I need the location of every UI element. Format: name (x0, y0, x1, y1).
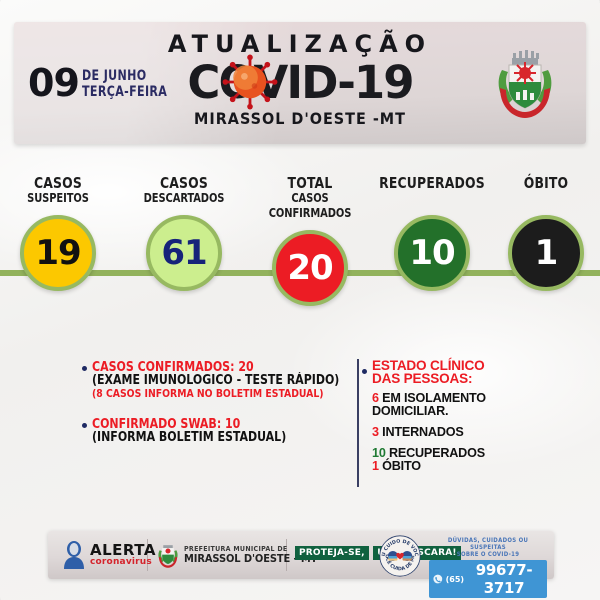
page-title: ATUALIZAÇÃO (167, 30, 433, 58)
municipal-crest-icon (158, 545, 178, 568)
detail-line: (INFORMA BOLETIM ESTADUAL) (92, 430, 287, 445)
municipal-crest-icon (498, 50, 552, 118)
phone-number: 99677-3717 (475, 561, 533, 597)
clinical-isolation: 6 EM ISOLAMENTO DOMICILIAR. (372, 391, 562, 417)
stat-value: 20 (287, 248, 333, 288)
stat-caption: CASOS DESCARTADOS (129, 176, 239, 206)
stat-recuperados: RECUPERADOS 10 (372, 176, 492, 291)
stat-casos-suspeitos: CASOS SUSPEITOS 19 (0, 176, 118, 291)
prefeitura-logo: PREFEITURA MUNICIPAL DE MIRASSOL D'OESTE… (156, 542, 317, 568)
recovered-label: RECUPERADOS (388, 445, 485, 460)
covid-logo: COVID-19 (14, 54, 586, 110)
isolation-label: EM ISOLAMENTO (382, 390, 486, 405)
bullet-icon (82, 423, 87, 428)
column-divider (357, 359, 359, 487)
stat-value: 19 (35, 233, 81, 273)
contact-block: DÚVIDAS, CUIDADOS OU SUSPEITAS SOBRE O C… (429, 537, 547, 598)
stat-caption-sub: DESCARTADOS (143, 191, 225, 205)
stat-caption-sub: CASOS CONFIRMADOS (268, 191, 352, 220)
prefeitura-line1: PREFEITURA MUNICIPAL DE (184, 545, 288, 553)
stat-caption: RECUPERADOS (377, 176, 487, 191)
city-label: MIRASSOL D'OESTE -MT (194, 109, 406, 128)
stat-bubble: 20 (272, 230, 348, 306)
interned-count: 3 (372, 424, 379, 439)
date-block: 09 DE JUNHO TERÇA-FEIRA (28, 61, 179, 105)
date-month: DE JUNHO (81, 68, 147, 84)
death-count: 1 (372, 458, 379, 473)
stat-caption: TOTAL CASOS CONFIRMADOS (255, 176, 365, 221)
clinical-outcomes: 10 RECUPERADOS 1 ÓBITO (372, 446, 562, 472)
stat-casos-descartados: CASOS DESCARTADOS 61 (124, 176, 244, 291)
date-weekday: TERÇA-FEIRA (81, 84, 168, 100)
stat-value: 10 (409, 233, 455, 273)
interned-label: INTERNADOS (382, 424, 464, 439)
stat-value: 61 (161, 233, 207, 273)
phone-badge[interactable]: (65) 99677-3717 (429, 560, 547, 598)
clinical-interned: 3 INTERNADOS (372, 425, 562, 438)
detail-line: CONFIRMADO SWAB: 10 (92, 417, 241, 432)
stat-bubble: 19 (20, 215, 96, 291)
death-label: ÓBITO (382, 458, 421, 473)
detail-line: (EXAME IMUNOLOGICO - TESTE RÁPIDO) (92, 373, 340, 388)
detail-line: CASOS CONFIRMADOS: 20 (92, 360, 254, 375)
coronavirus-icon (222, 54, 278, 110)
stat-total-confirmados: TOTAL CASOS CONFIRMADOS 20 (250, 176, 370, 306)
detail-line: ESTADO CLÍNICO (372, 357, 485, 373)
stat-caption-sub: SUSPEITOS (27, 191, 89, 205)
detail-line: 6 EM ISOLAMENTO (372, 391, 556, 404)
header-banner: 09 DE JUNHO TERÇA-FEIRA ATUALIZAÇÃO COVI… (14, 22, 586, 144)
stat-bubble: 1 (508, 215, 584, 291)
detail-block-confirmados: CASOS CONFIRMADOS: 20 (EXAME IMUNOLOGICO… (82, 360, 354, 400)
stat-caption: CASOS SUSPEITOS (3, 176, 113, 206)
detail-line: (8 CASOS INFORMA NO BOLETIM ESTADUAL) (92, 387, 324, 400)
care-seal-icon: EU CUIDO DE VOCÊ VOCÊ CUIDA DE MIM (379, 535, 421, 577)
detail-line: 1 ÓBITO (372, 459, 556, 472)
isolation-count: 6 (372, 390, 379, 405)
stat-bubble: 61 (146, 215, 222, 291)
detail-line: DAS PESSOAS: (372, 370, 473, 386)
details-section: CASOS CONFIRMADOS: 20 (EXAME IMUNOLOGICO… (0, 355, 600, 505)
alerta-subtitle: coronavirus (90, 557, 152, 567)
details-right-column: ESTADO CLÍNICO DAS PESSOAS: 6 EM ISOLAME… (362, 357, 562, 472)
stat-caption-main: RECUPERADOS (379, 174, 485, 192)
alerta-coronavirus-logo: ALERTA coronavirus (62, 541, 156, 569)
stat-bubble: 10 (394, 215, 470, 291)
mask-line1: PROTEJA-SE, (295, 546, 369, 560)
header-title-group: ATUALIZAÇÃO COVID-19 (14, 30, 586, 128)
phone-ddd: (65) (445, 574, 465, 584)
recovered-count: 10 (372, 445, 386, 460)
stat-caption-main: CASOS (33, 174, 83, 192)
whatsapp-icon (433, 574, 443, 584)
stat-obito: ÓBITO 1 (486, 176, 600, 291)
contact-line1: DÚVIDAS, CUIDADOS OU SUSPEITAS (447, 537, 529, 551)
detail-line: DOMICILIAR. (372, 403, 449, 418)
contact-line2: SOBRE O COVID-19 (456, 551, 520, 558)
footer-divider (147, 539, 148, 571)
footer-bar: ALERTA coronavirus PREFEITURA MUNICIPAL … (48, 531, 554, 598)
alert-person-icon (64, 541, 84, 569)
footer-divider (286, 539, 287, 571)
detail-line: 3 INTERNADOS (372, 425, 556, 438)
stat-caption: ÓBITO (491, 176, 600, 191)
bullet-icon (362, 369, 367, 374)
clinical-status-title: ESTADO CLÍNICO DAS PESSOAS: (362, 357, 562, 386)
stat-caption-main: TOTAL (287, 174, 333, 192)
stat-caption-main: ÓBITO (523, 174, 569, 192)
detail-block-swab: CONFIRMADO SWAB: 10 (INFORMA BOLETIM EST… (82, 417, 354, 445)
details-left-column: CASOS CONFIRMADOS: 20 (EXAME IMUNOLOGICO… (82, 360, 354, 456)
stat-caption-main: CASOS (159, 174, 209, 192)
date-day: 09 (28, 61, 80, 105)
prefeitura-line2: MIRASSOL D'OESTE - MT (184, 552, 318, 565)
detail-line: 10 RECUPERADOS (372, 446, 556, 459)
stat-value: 1 (534, 233, 559, 273)
alerta-title: ALERTA (90, 541, 156, 559)
statistics-row: CASOS SUSPEITOS 19 CASOS DESCARTADOS 61 … (0, 176, 600, 306)
bullet-icon (82, 366, 87, 371)
